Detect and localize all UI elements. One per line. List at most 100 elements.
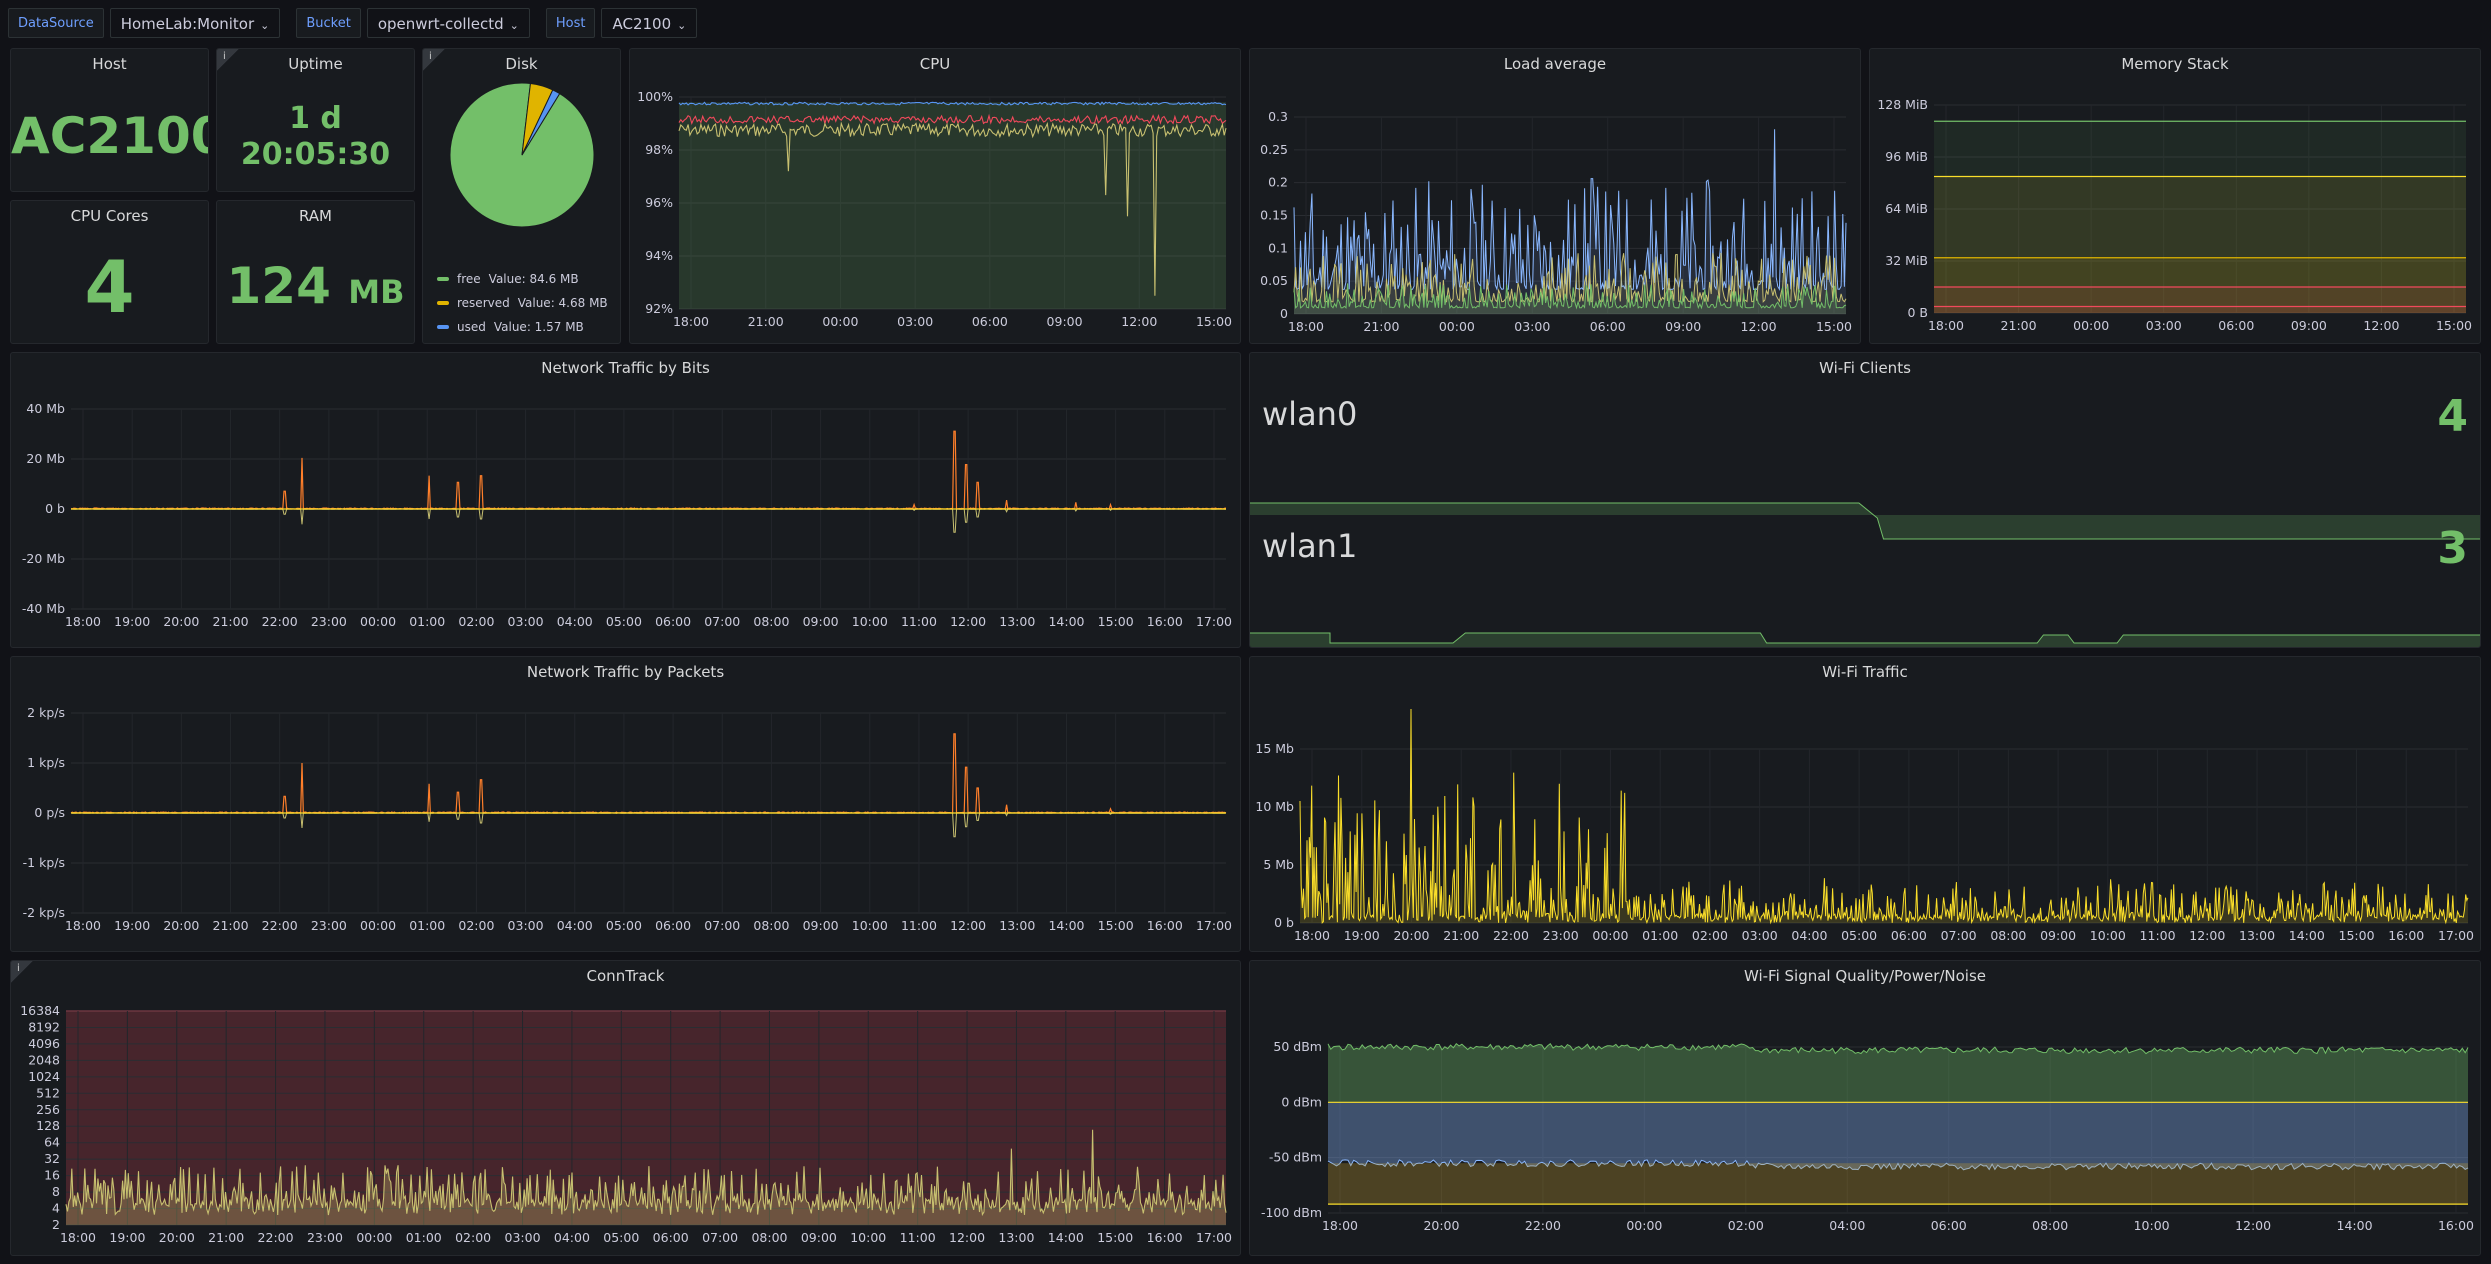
wifi-traffic-chart: 15 Mb 10 Mb 5 Mb 0 b18:00 19:00 20:00 21:00 22:… [1255, 708, 2474, 943]
legend-item-used[interactable]: used Value: 1.57 MB [437, 315, 608, 339]
y-tick-label: 128 [36, 1118, 60, 1133]
x-tick-label: 22:00 [1525, 1218, 1561, 1233]
x-tick-label: 18:00 [65, 614, 101, 629]
disk-legend: free Value: 84.6 MB reserved Value: 4.68 M… [437, 267, 608, 339]
cpu-series-0 [678, 101, 1227, 106]
network-traffic-packets-panel[interactable]: Network Traffic by Packets 2 kp/s 1 kp/s 0… [10, 656, 1241, 952]
x-tick-label: 12:00 [1121, 314, 1157, 329]
x-tick-label: 06:00 [655, 614, 691, 629]
x-tick-label: 11:00 [2140, 928, 2176, 943]
chevron-down-icon: ⌄ [677, 19, 687, 32]
legend-item-free[interactable]: free Value: 84.6 MB [437, 267, 608, 291]
x-tick-label: 11:00 [901, 918, 937, 933]
host-variable-select[interactable]: AC2100 ⌄ [601, 8, 698, 38]
x-tick-label: 03:00 [897, 314, 933, 329]
load-average-panel[interactable]: Load average 0.3 0.25 0.2 0.15 0.1 0.05 0 18:00… [1249, 48, 1861, 344]
datasource-variable-select[interactable]: HomeLab:Monitor ⌄ [109, 8, 281, 38]
x-tick-label: 21:00 [208, 1230, 244, 1245]
x-tick-label: 22:00 [258, 1230, 294, 1245]
y-tick-label: 16384 [20, 1003, 60, 1018]
y-tick-label: 4096 [28, 1036, 60, 1051]
panel-title: Network Traffic by Bits [541, 359, 710, 377]
x-tick-label: 06:00 [1590, 319, 1626, 334]
wlan1-sparkline [1250, 632, 2480, 644]
x-tick-label: 16:00 [2438, 1218, 2474, 1233]
y-tick-label: 96% [645, 195, 673, 210]
conntrack-chart: 1638481924096204810245122561286432168421… [20, 1003, 1232, 1245]
x-tick-label: 14:00 [1048, 614, 1084, 629]
y-tick-label: 0 b [45, 501, 65, 516]
wifi-traffic-panel[interactable]: Wi-Fi Traffic 15 Mb 10 Mb 5 Mb 0 b 18:00 19:0… [1249, 656, 2481, 952]
legend-item-reserved[interactable]: reserved Value: 4.68 MB [437, 291, 608, 315]
y-tick-label: 64 MiB [1885, 201, 1928, 216]
panel-title: Network Traffic by Packets [526, 663, 725, 681]
network-traffic-bits-panel[interactable]: Network Traffic by Bits 40 Mb 20 Mb 0 b -20… [10, 352, 1241, 648]
x-tick-label: 05:00 [606, 614, 642, 629]
y-tick-label: -2 kp/s [23, 905, 65, 920]
info-icon[interactable]: i [423, 49, 445, 71]
x-tick-label: 09:00 [1047, 314, 1083, 329]
cpu-cores-panel[interactable]: CPU Cores 4 [10, 200, 209, 344]
x-tick-label: 09:00 [803, 918, 839, 933]
x-tick-label: 23:00 [311, 918, 347, 933]
wifi-clients-panel[interactable]: Wi-Fi Clients wlan0 4 wlan1 3 [1249, 352, 2481, 648]
panel-title: CPU [919, 55, 951, 73]
cpu-panel[interactable]: CPU 100% 98% 96% 94% 92% 18:00 21:00 00:00 03:00… [629, 48, 1241, 344]
x-tick-label: 20:00 [1393, 928, 1429, 943]
x-tick-label: 00:00 [2073, 318, 2109, 333]
y-tick-label: 32 [44, 1151, 60, 1166]
x-tick-label: 15:00 [2339, 928, 2375, 943]
x-tick-label: 17:00 [1196, 1230, 1232, 1245]
x-tick-label: 09:00 [1665, 319, 1701, 334]
x-tick-label: 00:00 [822, 314, 858, 329]
y-tick-label: 0.1 [1268, 240, 1288, 255]
host-panel[interactable]: Host AC2100 [10, 48, 209, 192]
panel-title: Load average [1503, 55, 1607, 73]
legend-swatch [437, 325, 449, 329]
x-tick-label: 17:00 [2438, 928, 2474, 943]
cpu-cores-value: 4 [84, 245, 135, 329]
y-tick-label: 0 [1280, 306, 1288, 321]
cpu-area [679, 102, 1226, 309]
uptime-panel[interactable]: i Uptime 1 d 20:05:30 [216, 48, 415, 192]
x-tick-label: 06:00 [655, 918, 691, 933]
x-tick-label: 14:00 [2337, 1218, 2373, 1233]
chevron-down-icon: ⌄ [509, 19, 519, 32]
x-tick-label: 03:00 [2146, 318, 2182, 333]
x-tick-label: 01:00 [409, 918, 445, 933]
signal-noise-series [1327, 1159, 2469, 1171]
x-tick-label: 05:00 [606, 918, 642, 933]
memory-stack-chart: 128 MiB 96 MiB 64 MiB 32 MiB 0 B18:00 21:00 00… [1877, 97, 2472, 333]
net_bits-series-tx [70, 430, 1227, 510]
uptime-time: 20:05:30 [240, 137, 391, 172]
conntrack-panel[interactable]: i ConnTrack 16384 8192 4096 2048 1024 512 256 1… [10, 960, 1241, 1256]
memory-stack-panel[interactable]: Memory Stack 128 MiB 96 MiB 64 MiB 32 MiB 0 … [1869, 48, 2481, 344]
x-tick-label: 02:00 [1692, 928, 1728, 943]
x-tick-label: 15:00 [2436, 318, 2472, 333]
x-tick-label: 04:00 [557, 614, 593, 629]
x-tick-label: 12:00 [950, 614, 986, 629]
x-tick-label: 02:00 [1728, 1218, 1764, 1233]
x-tick-label: 08:00 [2032, 1218, 2068, 1233]
disk-panel[interactable]: i Disk free Value: 84.6 MB reserved Value:… [422, 48, 621, 344]
x-tick-label: 10:00 [852, 614, 888, 629]
ram-panel[interactable]: RAM 124 MB [216, 200, 415, 344]
wifi-signal-panel[interactable]: Wi-Fi Signal Quality/Power/Noise 50 dBm 0… [1249, 960, 2481, 1256]
x-tick-label: 15:00 [1098, 614, 1134, 629]
x-tick-label: 09:00 [803, 614, 839, 629]
x-tick-label: 21:00 [213, 918, 249, 933]
panel-title: Wi-Fi Clients [1819, 359, 1911, 377]
bucket-variable-select[interactable]: openwrt-collectd ⌄ [366, 8, 530, 38]
y-tick-label: 94% [645, 248, 673, 263]
info-icon[interactable]: i [11, 961, 33, 983]
info-icon[interactable]: i [217, 49, 239, 71]
x-tick-label: 22:00 [262, 614, 298, 629]
panel-title: Uptime [288, 55, 343, 73]
memory-area-free [1934, 306, 2466, 313]
y-tick-label: 2 [52, 1217, 60, 1232]
x-tick-label: 21:00 [748, 314, 784, 329]
y-tick-label: 0.05 [1260, 273, 1288, 288]
x-tick-label: 23:00 [1543, 928, 1579, 943]
